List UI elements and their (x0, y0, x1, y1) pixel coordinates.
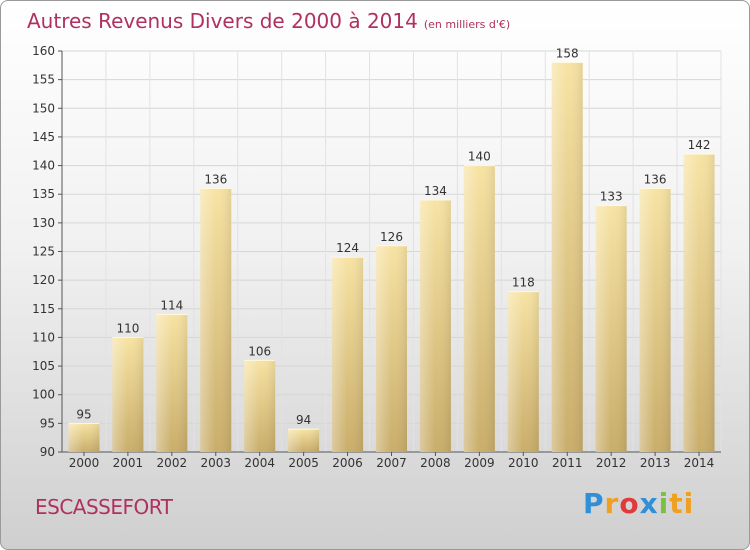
y-tick-label: 155 (32, 73, 55, 87)
x-tick-label: 2014 (684, 456, 715, 470)
x-tick-label: 2010 (508, 456, 539, 470)
bar-shade (639, 188, 671, 452)
logo-letter: P (583, 487, 605, 520)
bars (68, 61, 715, 453)
proxiti-logo: Proxiti (583, 487, 694, 520)
bar-value-label: 140 (468, 150, 491, 164)
x-tick-label: 2003 (200, 456, 231, 470)
x-tick-label: 2007 (376, 456, 407, 470)
bar-value-label: 126 (380, 230, 403, 244)
title-text: Autres Revenus Divers de 2000 à 2014 (27, 9, 418, 33)
bar-value-label: 106 (248, 344, 271, 358)
chart-title: Autres Revenus Divers de 2000 à 2014 (en … (27, 9, 510, 33)
bar-shade (68, 423, 100, 452)
bar-shade (683, 154, 715, 452)
bar-value-label: 114 (160, 299, 183, 313)
town-name: ESCASSEFORT (35, 495, 173, 519)
x-tick-label: 2012 (596, 456, 627, 470)
bar-shade (200, 188, 232, 452)
title-unit: (en milliers d'€) (423, 18, 511, 31)
y-tick-label: 120 (32, 273, 55, 287)
y-tick-label: 140 (32, 159, 55, 173)
x-tick-label: 2008 (420, 456, 451, 470)
y-tick-label: 145 (32, 130, 55, 144)
logo-letter: o (619, 487, 640, 520)
x-tick-label: 2013 (640, 456, 671, 470)
y-tick-labels: 90 95 100 105 110 115 120 125 130 135 140 145 150 155… (32, 44, 55, 459)
x-tick-label: 2006 (332, 456, 363, 470)
bar-shade (244, 360, 276, 452)
bar-shade (507, 291, 539, 452)
x-tick-label: 2005 (288, 456, 319, 470)
bar-shade (595, 205, 627, 452)
y-tick-label: 95 (40, 416, 55, 430)
y-tick-label: 105 (32, 359, 55, 373)
x-tick-label: 2002 (157, 456, 188, 470)
bar-value-label: 142 (688, 138, 711, 152)
logo-letter: r (604, 487, 620, 520)
x-tick-label: 2004 (244, 456, 275, 470)
bar-shade (376, 245, 407, 452)
x-tick-label: 2000 (69, 456, 100, 470)
bar-value-label: 94 (296, 413, 311, 427)
y-tick-label: 130 (32, 216, 55, 230)
y-tick-label: 115 (32, 302, 55, 316)
x-tick-labels: 2000 2001 2002 2003 2004 2005 2006 2007 2008 2009… (69, 456, 715, 470)
y-tick-label: 100 (32, 388, 55, 402)
y-tick-label: 125 (32, 245, 55, 259)
bar-shade (463, 165, 495, 453)
bar-shade (551, 62, 583, 452)
y-tick-label: 150 (32, 101, 55, 115)
logo-letter: i (658, 487, 670, 520)
bar-value-label: 110 (116, 321, 139, 335)
bar-shade (156, 314, 188, 452)
bar-value-label: 158 (556, 46, 579, 60)
bar-value-labels: 95 110 114 136 106 94 124 126 134 140 118 158 133 136… (76, 46, 710, 427)
bar-value-label: 95 (76, 407, 91, 421)
bar-shade (112, 337, 144, 452)
bar-value-label: 133 (600, 190, 623, 204)
x-tick-label: 2001 (113, 456, 144, 470)
bar-value-label: 118 (512, 276, 535, 290)
bar-shade (332, 257, 364, 452)
bar-value-label: 136 (204, 172, 227, 186)
y-tick-label: 110 (32, 330, 55, 344)
y-tick-label: 160 (32, 44, 55, 58)
logo-letter: x (639, 487, 659, 520)
y-tick-label: 90 (40, 445, 55, 459)
bar-shade (419, 199, 451, 452)
x-tick-label: 2009 (464, 456, 495, 470)
bar-value-label: 134 (424, 184, 447, 198)
y-tick-label: 135 (32, 187, 55, 201)
logo-letter: ti (669, 487, 695, 520)
x-tick-label: 2011 (552, 456, 583, 470)
bar-value-label: 136 (644, 172, 667, 186)
bar-value-label: 124 (336, 241, 359, 255)
bar-shade (288, 429, 320, 452)
